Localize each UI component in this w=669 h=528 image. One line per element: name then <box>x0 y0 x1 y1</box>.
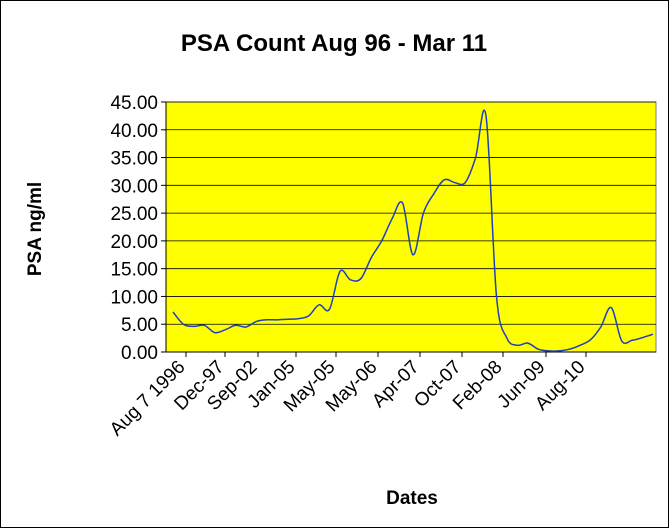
plot-area <box>165 101 657 353</box>
y-tick-label: 45.00 <box>110 93 158 114</box>
y-tick-label: 30.00 <box>110 176 158 197</box>
grid-lines <box>166 101 656 325</box>
y-tick-label: 20.00 <box>110 232 158 253</box>
x-axis-label: Dates <box>386 488 438 509</box>
y-axis-ticks: 0.00 5.00 10.00 15.00 20.00 25.00 30.00 35.00 40… <box>110 93 166 364</box>
y-tick-label: 40.00 <box>110 121 158 142</box>
x-axis-ticks: Aug 7 1996Dec-97Sep-02Jan-05May-05May-06… <box>106 352 590 440</box>
y-axis-label: PSA ng/ml <box>25 182 46 276</box>
series-line-psa <box>172 109 654 352</box>
y-tick-label: 5.00 <box>121 315 158 336</box>
chart-title: PSA Count Aug 96 - Mar 11 <box>181 30 487 57</box>
y-tick-label: 0.00 <box>121 343 158 364</box>
y-tick-label: 25.00 <box>110 204 158 225</box>
y-tick-label: 10.00 <box>110 287 158 308</box>
x-tick-label: Apr-07 <box>368 357 423 412</box>
y-tick-label: 15.00 <box>110 260 158 281</box>
y-tick-label: 35.00 <box>110 149 158 170</box>
